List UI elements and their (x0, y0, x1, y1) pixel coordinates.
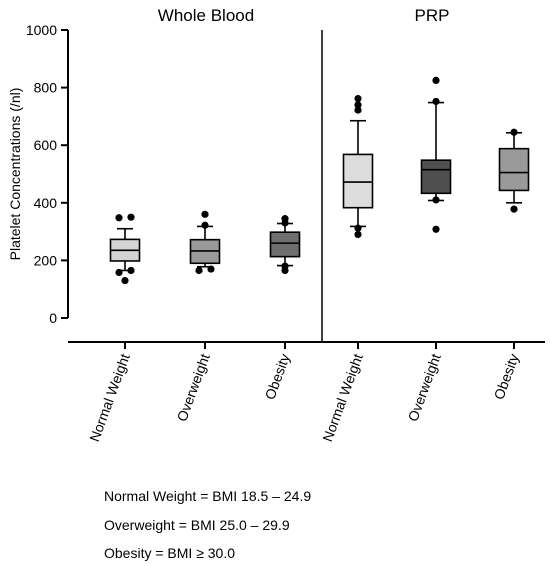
y-tick-label: 800 (34, 80, 58, 96)
outlier-point (201, 221, 209, 229)
outlier-point (201, 210, 209, 218)
outlier-point (432, 97, 440, 106)
outlier-point (195, 266, 203, 275)
outlier-point (354, 101, 362, 109)
box (498, 147, 530, 192)
x-tick-label: Overweight (405, 351, 444, 423)
box (342, 153, 374, 209)
outlier-point (354, 106, 362, 114)
legend-overweight: Overweight = BMI 25.0 – 29.9 (104, 517, 290, 533)
y-axis-label: Platelet Concentrations (/nl) (7, 88, 23, 261)
box (269, 231, 301, 258)
outlier-point (432, 225, 440, 233)
outlier-point (207, 265, 215, 273)
outlier-point (354, 94, 362, 103)
x-tick-label: Normal Weight (319, 351, 366, 443)
y-tick-label: 200 (34, 252, 58, 268)
outlier-point (281, 215, 289, 223)
legend-obesity: Obesity = BMI ≥ 30.0 (104, 545, 236, 561)
box (420, 159, 452, 195)
y-tick-label: 600 (34, 137, 58, 153)
group-title: PRP (415, 6, 450, 25)
outlier-point (510, 205, 518, 213)
outlier-point (354, 224, 362, 232)
group-title: Whole Blood (158, 6, 254, 25)
legend-normal-weight: Normal Weight = BMI 18.5 – 24.9 (104, 488, 312, 504)
outlier-point (127, 213, 135, 221)
outlier-point (432, 196, 440, 204)
x-tick-label: Obesity (491, 352, 522, 402)
x-tick-label: Obesity (262, 352, 293, 402)
axes (61, 29, 545, 349)
outlier-point (432, 76, 440, 84)
outlier-point (354, 230, 362, 239)
chart-labels: 0 200 400 600 800 1000 Platelet Concentrations… (7, 6, 522, 444)
x-tick-label: Normal Weight (86, 351, 133, 443)
y-tick-label: 400 (34, 195, 58, 211)
outlier-point (127, 266, 135, 275)
x-tick-label: Overweight (174, 351, 213, 423)
outlier-point (281, 262, 289, 270)
y-tick-label: 0 (49, 310, 57, 326)
outlier-point (510, 128, 518, 136)
chart-marks (109, 76, 530, 285)
outlier-point (121, 276, 129, 285)
outlier-point (115, 268, 123, 277)
outlier-point (115, 214, 123, 222)
y-tick-label: 1000 (26, 22, 57, 38)
